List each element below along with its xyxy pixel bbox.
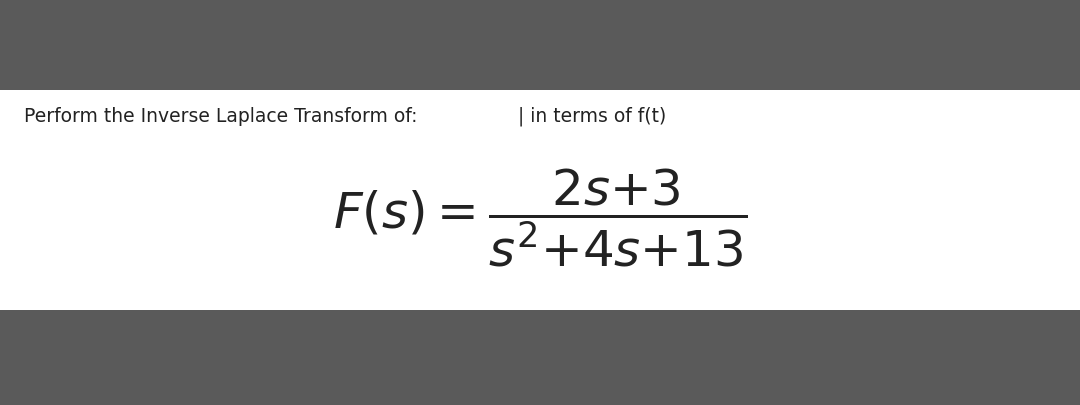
Bar	[0, 90, 1080, 310]
Text: | in terms of f(t): | in terms of f(t)	[518, 107, 666, 126]
Text: Perform the Inverse Laplace Transform of:: Perform the Inverse Laplace Transform of…	[24, 107, 417, 126]
Text: $F(s){=}\dfrac{2s{+}3}{s^{2}{+}4s{+}13}$: $F(s){=}\dfrac{2s{+}3}{s^{2}{+}4s{+}13}$	[333, 166, 747, 269]
